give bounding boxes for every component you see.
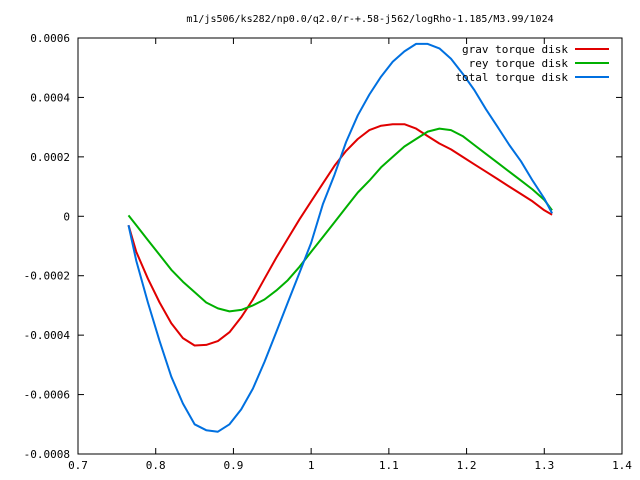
y-tick-label: 0.0004 <box>30 91 70 104</box>
legend-label: grav torque disk <box>462 43 568 56</box>
series-line-rey-torque-disk <box>127 127 553 313</box>
y-tick-label: 0.0002 <box>30 151 70 164</box>
x-tick-label: 1.1 <box>379 459 399 472</box>
x-tick-label: 0.7 <box>68 459 88 472</box>
y-tick-label: -0.0004 <box>24 329 71 342</box>
x-tick-label: 0.8 <box>146 459 166 472</box>
plot-area <box>127 42 553 433</box>
x-tick-label: 1.2 <box>457 459 477 472</box>
axis-ticks: 0.7 0.8 0.9 1 1.1 1.2 1.3 1.4 0.0006 0.0004 0.0002… <box>24 32 633 472</box>
y-tick-label: 0 <box>63 210 70 223</box>
series-line-total-torque-disk <box>127 42 553 433</box>
y-tick-label: -0.0008 <box>24 448 70 461</box>
plot-border <box>77 37 623 455</box>
x-tick-label: 0.9 <box>223 459 243 472</box>
y-tick-label: -0.0002 <box>24 270 70 283</box>
y-tick-label: 0.0006 <box>30 32 70 45</box>
x-tick-label: 1.4 <box>612 459 632 472</box>
y-tick-label: -0.0006 <box>24 389 70 402</box>
x-tick-label: 1 <box>308 459 315 472</box>
legend-label: total torque disk <box>455 71 568 84</box>
chart-title: m1/js506/ks282/np0.0/q2.0/r-+.58-j562/lo… <box>186 14 553 25</box>
x-tick-label: 1.3 <box>534 459 554 472</box>
legend-label: rey torque disk <box>469 57 569 70</box>
